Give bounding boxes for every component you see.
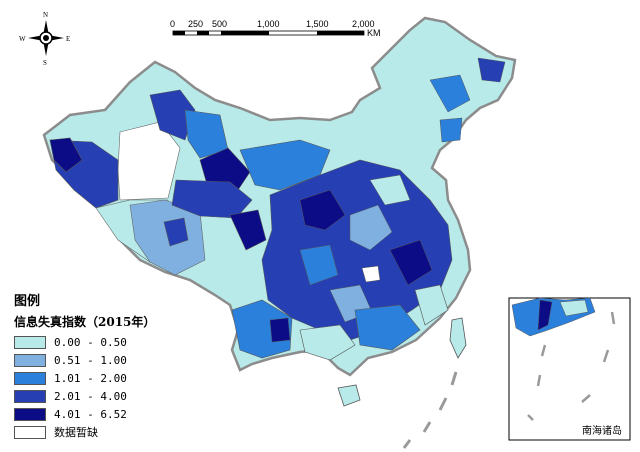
region-northeast-a — [429, 74, 471, 113]
inset-label: 南海诸岛 — [582, 426, 622, 437]
region-yunnan — [231, 299, 293, 359]
scale-tick-1000: 1,000 — [257, 19, 280, 29]
legend-swatch — [14, 335, 46, 349]
region-northeast-c — [439, 117, 463, 143]
legend-subtitle: 信息失真指数（2015年） — [14, 315, 156, 329]
compass-n: N — [43, 11, 48, 19]
region-northeast-b — [477, 57, 506, 83]
legend-swatch — [14, 425, 46, 439]
legend-swatch — [14, 389, 46, 403]
legend-label: 0.00 - 0.50 — [54, 335, 127, 349]
legend-swatch — [14, 407, 46, 421]
region-central-patch-c — [299, 244, 339, 286]
region-guangxi — [299, 324, 356, 361]
scale-tick-1500: 1,500 — [306, 19, 329, 29]
inset-south-china-sea — [508, 297, 631, 441]
compass-s: S — [43, 59, 47, 67]
compass-rose-icon: N S W E — [19, 11, 70, 67]
legend-item: 0.00 - 0.50 — [14, 334, 164, 350]
legend-item: 1.01 - 2.00 — [14, 370, 164, 386]
region-fujian — [414, 284, 449, 326]
region-taiwan — [449, 317, 467, 359]
region-central-patch-b — [349, 204, 393, 251]
scale-tick-250: 250 — [188, 19, 203, 29]
scale-tick-0: 0 — [170, 19, 175, 29]
legend-title: 图例 — [14, 294, 41, 309]
compass-w: W — [19, 35, 26, 43]
legend-swatch — [14, 371, 46, 385]
compass-e: E — [66, 35, 70, 43]
scale-unit: KM — [367, 28, 381, 38]
legend-label: 4.01 - 6.52 — [54, 407, 127, 421]
legend-swatch — [14, 353, 46, 367]
region-central-patch-d — [389, 239, 433, 286]
scale-tick-500: 500 — [212, 19, 227, 29]
legend-item: 4.01 - 6.52 — [14, 406, 164, 422]
legend-label: 2.01 - 4.00 — [54, 389, 127, 403]
region-xinjiang-far-west — [49, 137, 83, 173]
region-no-data-center — [361, 265, 381, 283]
legend-item: 2.01 - 4.00 — [14, 388, 164, 404]
region-guangdong — [354, 304, 421, 351]
legend-label: 1.01 - 2.00 — [54, 371, 127, 385]
region-central-patch-a — [299, 189, 346, 231]
region-hainan — [337, 384, 361, 407]
region-central-patch-f — [369, 174, 411, 206]
region-tibet-mid — [129, 199, 206, 276]
boundary-dashes — [402, 371, 458, 449]
legend-item: 0.51 - 1.00 — [14, 352, 164, 368]
scale-tick-2000: 2,000 — [352, 19, 375, 29]
legend-label: 0.51 - 1.00 — [54, 353, 127, 367]
legend-item: 数据暂缺 — [14, 424, 164, 440]
map-legend: 图例 信息失真指数（2015年） 0.00 - 0.50 0.51 - 1.00… — [14, 290, 164, 442]
region-qinghai-south — [229, 209, 267, 251]
region-tibet-dark — [163, 217, 189, 247]
legend-label: 数据暂缺 — [54, 426, 98, 439]
scale-bar: 0 250 500 1,000 1,500 2,000 KM — [170, 19, 381, 38]
region-yunnan-dark — [269, 317, 291, 343]
